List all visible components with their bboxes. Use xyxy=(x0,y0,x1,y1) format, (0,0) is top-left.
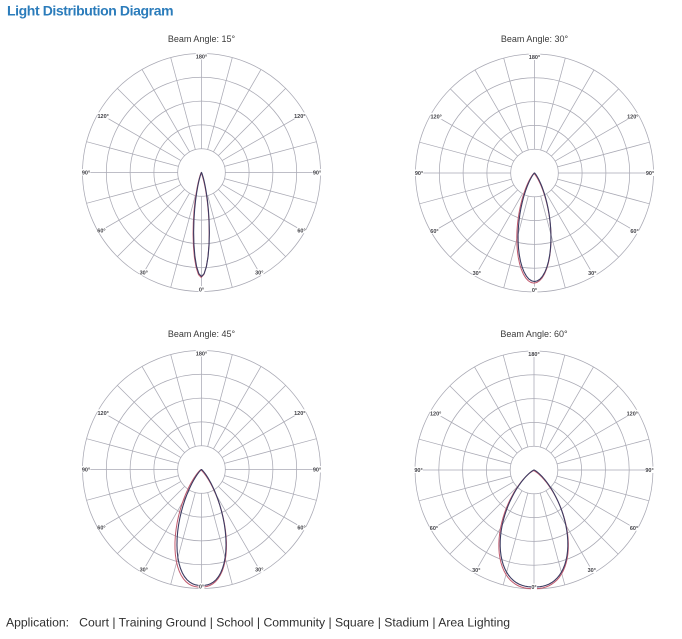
svg-text:30°: 30° xyxy=(255,568,263,574)
svg-text:60°: 60° xyxy=(430,526,438,532)
svg-text:Beam Angle: 30°: Beam Angle: 30° xyxy=(501,34,569,44)
svg-text:60°: 60° xyxy=(297,525,305,531)
svg-text:30°: 30° xyxy=(473,271,481,277)
svg-text:30°: 30° xyxy=(255,271,263,277)
svg-text:60°: 60° xyxy=(297,228,305,234)
svg-text:0°: 0° xyxy=(531,585,536,591)
svg-text:120°: 120° xyxy=(294,114,305,120)
svg-text:30°: 30° xyxy=(140,568,148,574)
svg-text:30°: 30° xyxy=(140,271,148,277)
svg-text:Beam Angle: 60°: Beam Angle: 60° xyxy=(500,329,568,339)
svg-text:90°: 90° xyxy=(646,171,654,177)
svg-text:90°: 90° xyxy=(82,468,90,474)
svg-text:30°: 30° xyxy=(588,271,596,277)
svg-text:180°: 180° xyxy=(529,55,540,61)
svg-text:120°: 120° xyxy=(98,411,109,417)
svg-text:Light Distribution Diagram: Light Distribution Diagram xyxy=(7,3,173,19)
svg-text:60°: 60° xyxy=(97,525,105,531)
svg-text:30°: 30° xyxy=(588,568,596,574)
svg-text:Application: Court | Trainin: Application: Court | Training Ground | S… xyxy=(6,615,510,629)
svg-text:90°: 90° xyxy=(313,468,321,474)
svg-text:0°: 0° xyxy=(199,288,204,294)
svg-text:90°: 90° xyxy=(313,171,321,177)
svg-text:90°: 90° xyxy=(414,468,422,474)
svg-text:90°: 90° xyxy=(82,171,90,177)
svg-text:60°: 60° xyxy=(430,229,438,235)
svg-text:120°: 120° xyxy=(294,411,305,417)
svg-text:90°: 90° xyxy=(645,468,653,474)
svg-text:60°: 60° xyxy=(630,526,638,532)
svg-text:120°: 120° xyxy=(431,114,442,120)
svg-text:Beam Angle: 15°: Beam Angle: 15° xyxy=(168,34,236,44)
svg-text:0°: 0° xyxy=(199,585,204,591)
svg-text:120°: 120° xyxy=(627,411,638,417)
svg-text:120°: 120° xyxy=(98,114,109,120)
svg-text:Beam Angle: 45°: Beam Angle: 45° xyxy=(168,329,236,339)
svg-text:0°: 0° xyxy=(532,288,537,294)
svg-text:180°: 180° xyxy=(528,352,539,358)
svg-text:180°: 180° xyxy=(196,352,207,358)
svg-text:60°: 60° xyxy=(97,228,105,234)
svg-text:180°: 180° xyxy=(196,55,207,61)
svg-text:120°: 120° xyxy=(430,411,441,417)
svg-text:90°: 90° xyxy=(415,171,423,177)
svg-text:60°: 60° xyxy=(630,229,638,235)
svg-text:30°: 30° xyxy=(472,568,480,574)
svg-text:120°: 120° xyxy=(627,114,638,120)
